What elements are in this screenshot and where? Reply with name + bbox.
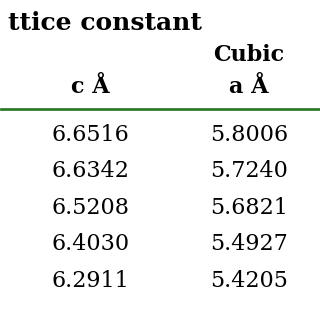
- Text: a Å: a Å: [229, 76, 268, 98]
- Text: 5.4205: 5.4205: [210, 269, 288, 292]
- Text: 5.6821: 5.6821: [210, 196, 288, 219]
- Text: 6.6516: 6.6516: [51, 124, 129, 146]
- Text: 6.2911: 6.2911: [51, 269, 129, 292]
- Text: 5.7240: 5.7240: [210, 160, 288, 182]
- Text: c Å: c Å: [71, 76, 109, 98]
- Text: 6.4030: 6.4030: [51, 233, 129, 255]
- Text: 5.4927: 5.4927: [210, 233, 288, 255]
- Text: Cubic: Cubic: [213, 44, 284, 66]
- Text: ttice constant: ttice constant: [8, 11, 202, 35]
- Text: 5.8006: 5.8006: [210, 124, 288, 146]
- Text: 6.6342: 6.6342: [51, 160, 129, 182]
- Text: 6.5208: 6.5208: [51, 196, 129, 219]
